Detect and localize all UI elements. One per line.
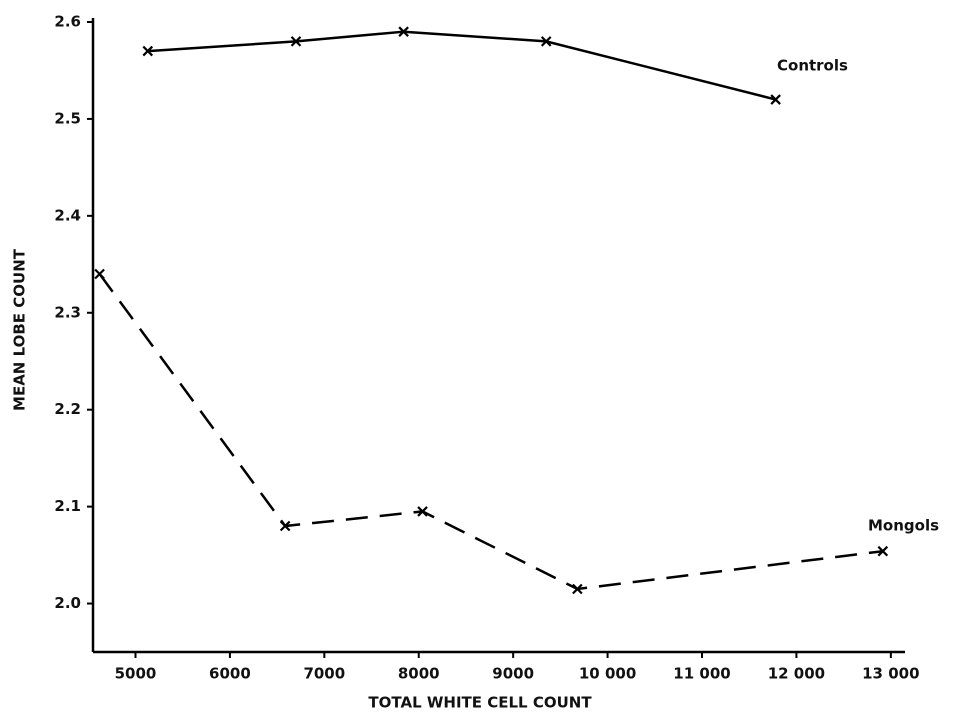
series-line <box>147 30 776 101</box>
x-tick-label: 10 000 <box>579 665 636 683</box>
annotation: Mongols <box>868 517 939 535</box>
x-tick-label: 7000 <box>303 665 345 683</box>
point-marker <box>417 506 428 517</box>
x-tick-label: 5000 <box>115 665 157 683</box>
y-tick-label: 2.6 <box>54 13 81 31</box>
series-line <box>98 273 883 591</box>
x-tick-label: 13 000 <box>862 665 919 683</box>
x-tick-label: 9000 <box>492 665 534 683</box>
x-tick-label: 8000 <box>398 665 440 683</box>
y-tick-label: 2.5 <box>54 109 81 127</box>
x-tick-label: 6000 <box>209 665 251 683</box>
point-marker <box>142 45 154 57</box>
y-tick-label: 2.2 <box>54 400 81 418</box>
y-tick-label: 2.4 <box>54 206 81 224</box>
x-tick-label: 11 000 <box>673 665 730 683</box>
annotation: Controls <box>777 57 848 75</box>
point-marker <box>94 268 105 280</box>
point-marker <box>770 94 781 105</box>
point-marker <box>290 36 302 47</box>
x-tick-label: 12 000 <box>768 665 825 683</box>
y-tick-label: 2.1 <box>54 497 81 515</box>
x-axis-label: TOTAL WHITE CELL COUNT <box>368 694 592 712</box>
point-marker <box>398 26 409 37</box>
point-marker <box>540 36 552 47</box>
y-tick-label: 2.0 <box>54 594 81 612</box>
y-tick-label: 2.3 <box>54 303 81 321</box>
point-marker <box>279 520 291 532</box>
y-axis-label: MEAN LOBE COUNT <box>11 248 29 411</box>
point-marker <box>572 583 583 595</box>
point-marker <box>877 545 889 557</box>
